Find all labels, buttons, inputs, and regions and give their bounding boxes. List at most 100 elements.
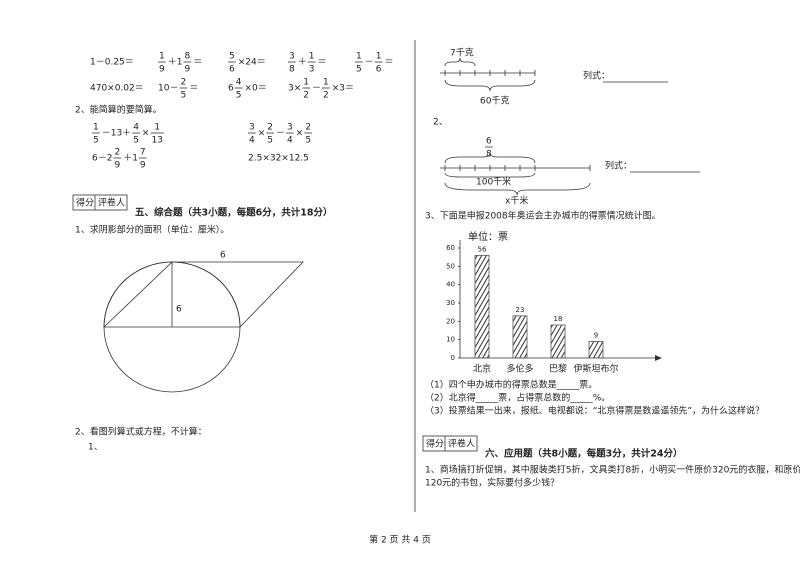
- y-tick-label: 50: [446, 262, 455, 270]
- expression-text: －13＋: [102, 128, 131, 139]
- numerator: 2: [114, 148, 120, 158]
- x-tick-label: 北京: [473, 363, 491, 375]
- numerator: 1: [159, 52, 165, 62]
- denominator: 5: [305, 136, 311, 146]
- value-label: 9: [594, 332, 598, 340]
- denominator: 4: [287, 136, 293, 146]
- expression-text: 1－0.25＝: [90, 58, 134, 68]
- grader-label: 评卷人: [448, 438, 475, 450]
- score-label: 得分: [76, 197, 94, 209]
- question: 2、: [433, 118, 448, 128]
- x-tick-label: 巴黎: [549, 363, 567, 375]
- value-label: 18: [554, 315, 563, 323]
- score-label: 得分: [426, 438, 444, 450]
- bar: [550, 324, 566, 359]
- y-tick-label: 20: [446, 317, 455, 325]
- expression-text: 2.5×32×12.5: [248, 154, 309, 164]
- expression-text: 470×0.02＝: [90, 84, 144, 94]
- question: 1、商场搞打折促销，其中服装类打5折，文具类打8折，小明买一件原价320元的衣服…: [425, 464, 800, 476]
- denominator: 5: [267, 136, 273, 146]
- numerator: 4: [236, 78, 242, 88]
- expression-text: －: [312, 84, 321, 94]
- segment-figure-2: [440, 152, 700, 196]
- denominator: 9: [114, 161, 120, 171]
- denominator: 8: [486, 150, 492, 160]
- expression-text: ×24＝: [238, 58, 266, 68]
- expression-text: ×: [258, 129, 266, 139]
- question: 2、看图列算式或方程，不计算：: [75, 426, 207, 438]
- bar: [474, 254, 490, 359]
- numerator: 1: [376, 52, 382, 62]
- question: 120元的书包，实际要付多少钱？: [425, 477, 559, 489]
- numerator: 1: [356, 52, 362, 62]
- numerator: 4: [133, 123, 139, 133]
- numerator: 2: [305, 123, 311, 133]
- expression-text: －: [276, 129, 285, 139]
- segment-label: 60千克: [480, 96, 509, 107]
- brace: [444, 182, 591, 196]
- shaded-region: [103, 261, 173, 328]
- y-tick-label: 10: [446, 336, 455, 344]
- dimension-label: 6: [176, 305, 182, 315]
- expression-text: 6: [228, 84, 234, 94]
- denominator: 8: [289, 65, 295, 75]
- expression-text: 10－: [158, 84, 178, 94]
- numerator: 3: [289, 52, 295, 62]
- formula-label: 列式：: [583, 70, 610, 82]
- expression-text: ＝: [384, 58, 393, 68]
- expression-text: 3×: [288, 84, 301, 94]
- denominator: 9: [159, 65, 165, 75]
- numerator: 1: [154, 123, 160, 133]
- score-box: [72, 194, 128, 211]
- section-heading: 五、综合题（共3小题，每题6分，共计18分）: [135, 207, 332, 219]
- expression-text: ×0＝: [244, 84, 266, 94]
- question: 2、能简算的要简算。: [75, 104, 162, 116]
- y-tick-label: 0: [451, 354, 455, 362]
- expression-text: ＋1: [123, 153, 138, 164]
- formula-label: 列式：: [605, 160, 632, 172]
- segment-ticks: [444, 70, 536, 76]
- expression-text: 6－2: [92, 154, 112, 164]
- question: （1）四个申办城市的得票总数是_____票。: [425, 379, 597, 391]
- bar: [512, 315, 528, 359]
- question: 3、下面是申报2008年奥运会主办城市的得票情况统计图。: [425, 210, 661, 222]
- page-footer: 第 2 页 共 4 页: [369, 534, 431, 546]
- segment-label: 7千克: [450, 48, 474, 59]
- expression-text: ＝: [189, 84, 198, 94]
- numerator: 1: [323, 78, 329, 88]
- numerator: 2: [267, 123, 273, 133]
- expression-text: ×: [296, 129, 304, 139]
- denominator: 2: [323, 91, 329, 101]
- numerator: 7: [140, 148, 146, 158]
- numerator: 1: [309, 52, 315, 62]
- expression-text: ＋1: [168, 57, 183, 68]
- circle-figure: [103, 261, 304, 393]
- bar: [588, 341, 604, 359]
- x-tick-label: 伊斯坦布尔: [573, 363, 618, 375]
- segment-label: 100千米: [476, 176, 511, 188]
- expression-text: －: [365, 58, 374, 68]
- denominator: 5: [133, 136, 139, 146]
- segment-ticks: [444, 165, 591, 171]
- numerator: 1: [303, 78, 309, 88]
- denominator: 13: [151, 136, 162, 146]
- question: 1、求阴影部分的面积（单位：厘米）。: [75, 224, 229, 236]
- denominator: 5: [93, 136, 99, 146]
- expression-text: ×: [142, 129, 150, 139]
- dimension-label: 6: [220, 251, 226, 261]
- brace: [444, 57, 476, 67]
- question: （3）投票结果一出来，报纸、电视都说：“北京得票是数遥遥领先”，为什么这样说？: [425, 405, 764, 417]
- denominator: 5: [356, 65, 362, 75]
- value-label: 56: [478, 245, 487, 253]
- question: 1、: [88, 443, 103, 453]
- denominator: 9: [140, 161, 146, 171]
- expression-text: ×3＝: [332, 84, 354, 94]
- brace: [444, 79, 536, 92]
- brace: [444, 172, 536, 178]
- numerator: 6: [486, 137, 492, 147]
- denominator: 9: [184, 65, 190, 75]
- numerator: 1: [93, 123, 99, 133]
- grader-label: 评卷人: [98, 197, 125, 209]
- numerator: 3: [249, 123, 255, 133]
